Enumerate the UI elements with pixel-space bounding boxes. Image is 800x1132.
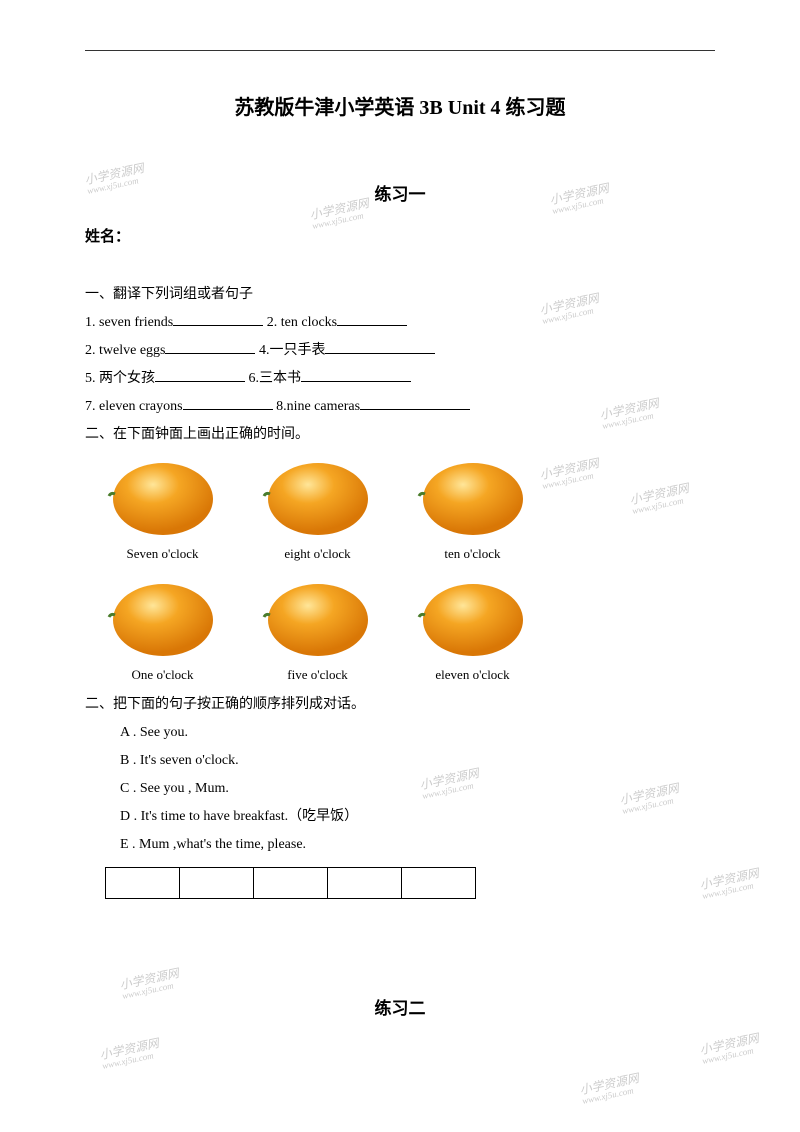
q3a-text: 5. 两个女孩 bbox=[85, 371, 155, 386]
section-3-header: 二、把下面的句子按正确的顺序排列成对话。 bbox=[85, 691, 715, 719]
top-divider bbox=[85, 50, 715, 51]
question-2: 2. twelve eggs 4.一只手表 bbox=[85, 337, 715, 365]
dialog-item-e: E . Mum ,what's the time, please. bbox=[85, 831, 715, 859]
blank[interactable] bbox=[360, 394, 470, 410]
q1a-text: 1. seven friends bbox=[85, 315, 173, 330]
clock-row-2: One o'clock five o'clock eleven o'clock bbox=[85, 575, 715, 691]
blank[interactable] bbox=[155, 366, 245, 382]
question-4: 7. eleven crayons 8.nine cameras bbox=[85, 393, 715, 421]
name-label: 姓名： bbox=[85, 225, 715, 246]
clock-cell: five o'clock bbox=[240, 575, 395, 691]
q2a-text: 2. twelve eggs bbox=[85, 343, 165, 358]
answer-box[interactable] bbox=[105, 867, 180, 899]
clock-row-1: Seven o'clock eight o'clock ten o'clock bbox=[85, 454, 715, 570]
clock-label: five o'clock bbox=[240, 667, 395, 683]
clock-cell: eight o'clock bbox=[240, 454, 395, 570]
blank[interactable] bbox=[337, 310, 407, 326]
clock-label: eleven o'clock bbox=[395, 667, 550, 683]
main-title: 苏教版牛津小学英语 3B Unit 4 练习题 bbox=[85, 91, 715, 120]
clock-cell: One o'clock bbox=[85, 575, 240, 691]
section-2-header: 二、在下面钟面上画出正确的时间。 bbox=[85, 421, 715, 449]
sub-title-2: 练习二 bbox=[85, 994, 715, 1019]
section-1-header: 一、翻译下列词组或者句子 bbox=[85, 281, 715, 309]
sub-title-1: 练习一 bbox=[85, 180, 715, 205]
answer-box[interactable] bbox=[327, 867, 402, 899]
orange-icon bbox=[258, 575, 378, 660]
watermark: 小学资源网www.xj5u.com bbox=[578, 1069, 642, 1106]
clock-label: Seven o'clock bbox=[85, 546, 240, 562]
dialog-item-b: B . It's seven o'clock. bbox=[85, 747, 715, 775]
orange-icon bbox=[413, 575, 533, 660]
q3b-text: 6.三本书 bbox=[249, 371, 302, 386]
dialog-item-a: A . See you. bbox=[85, 719, 715, 747]
blank[interactable] bbox=[165, 338, 255, 354]
blank[interactable] bbox=[173, 310, 263, 326]
q4b-text: 8.nine cameras bbox=[276, 399, 360, 414]
dialog-item-d: D . It's time to have breakfast.（吃早饭） bbox=[85, 803, 715, 831]
blank[interactable] bbox=[301, 366, 411, 382]
question-3: 5. 两个女孩 6.三本书 bbox=[85, 365, 715, 393]
question-1: 1. seven friends 2. ten clocks bbox=[85, 309, 715, 337]
q2b-text: 4.一只手表 bbox=[259, 343, 326, 358]
q1b-text: 2. ten clocks bbox=[267, 315, 337, 330]
orange-icon bbox=[103, 454, 223, 539]
clock-label: ten o'clock bbox=[395, 546, 550, 562]
clock-cell: eleven o'clock bbox=[395, 575, 550, 691]
dialog-item-c: C . See you , Mum. bbox=[85, 775, 715, 803]
q4a-text: 7. eleven crayons bbox=[85, 399, 183, 414]
clock-label: eight o'clock bbox=[240, 546, 395, 562]
answer-box[interactable] bbox=[401, 867, 476, 899]
orange-icon bbox=[103, 575, 223, 660]
blank[interactable] bbox=[183, 394, 273, 410]
watermark: 小学资源网www.xj5u.com bbox=[698, 1029, 762, 1066]
orange-icon bbox=[258, 454, 378, 539]
clock-cell: ten o'clock bbox=[395, 454, 550, 570]
clock-cell: Seven o'clock bbox=[85, 454, 240, 570]
answer-box[interactable] bbox=[179, 867, 254, 899]
orange-icon bbox=[413, 454, 533, 539]
answer-boxes bbox=[105, 867, 715, 899]
answer-box[interactable] bbox=[253, 867, 328, 899]
blank[interactable] bbox=[325, 338, 435, 354]
watermark: 小学资源网www.xj5u.com bbox=[98, 1034, 162, 1071]
clock-label: One o'clock bbox=[85, 667, 240, 683]
